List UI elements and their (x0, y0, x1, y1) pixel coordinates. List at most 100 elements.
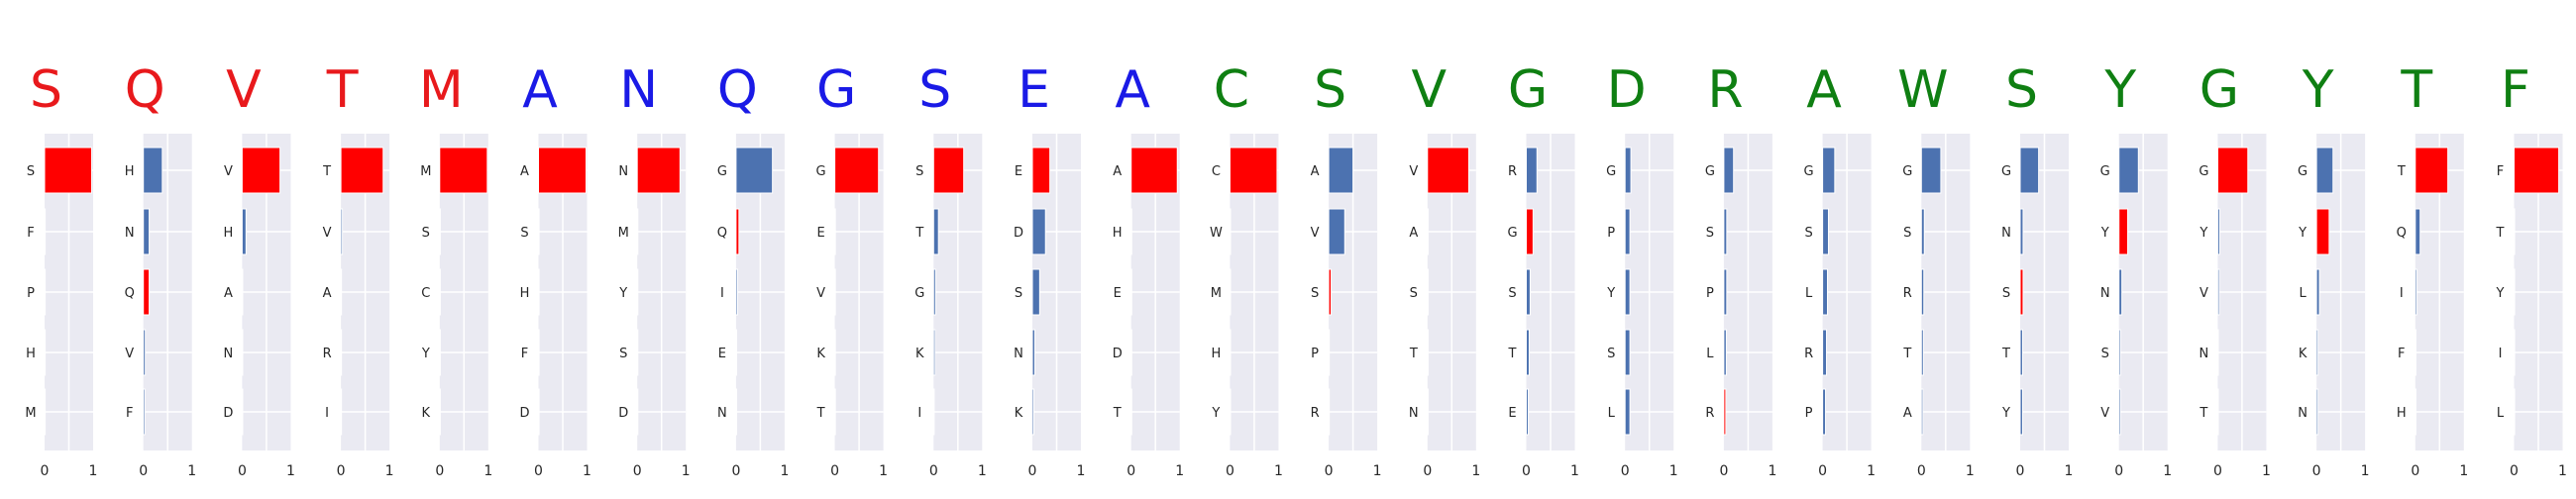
candidate-label: P (1805, 406, 1813, 421)
candidate-label: L (1706, 347, 1714, 361)
candidate-label: Y (2496, 286, 2505, 301)
residue-letter: S (30, 60, 62, 120)
x-tick-label: 1 (1768, 463, 1776, 479)
residue-panel: M M S C Y K 0 1 (419, 60, 492, 479)
probability-bar (1822, 329, 1828, 376)
probability-bar (340, 329, 343, 376)
x-tick-label: 0 (238, 463, 247, 479)
x-tick-label: 1 (1669, 463, 1678, 479)
candidate-label: V (2200, 286, 2208, 301)
probability-bar (932, 388, 935, 436)
probability-bar (1526, 388, 1529, 436)
candidate-label: V (224, 164, 233, 179)
candidate-label: G (816, 164, 826, 179)
probability-bar (735, 388, 738, 436)
probability-bar (2514, 329, 2516, 376)
candidate-label: T (1113, 406, 1122, 421)
candidate-label: S (422, 226, 430, 241)
probability-bar (439, 268, 441, 316)
candidate-label: K (915, 347, 924, 361)
candidate-label: S (915, 164, 923, 179)
candidate-label: K (1015, 406, 1023, 421)
probability-bar (44, 329, 47, 376)
probability-bar (2315, 329, 2319, 376)
candidate-label: S (2101, 347, 2109, 361)
x-tick-label: 0 (2312, 463, 2321, 479)
candidate-label: I (2499, 347, 2503, 361)
candidate-label: T (816, 406, 825, 421)
candidate-label: F (521, 347, 528, 361)
candidate-label: L (2299, 286, 2307, 301)
probability-bar (1526, 268, 1531, 316)
probability-bar (735, 147, 774, 194)
probability-bar (1229, 329, 1232, 376)
candidate-label: G (1705, 164, 1715, 179)
probability-bar (44, 147, 93, 194)
candidate-label: A (520, 164, 529, 179)
residue-letter: S (1314, 60, 1346, 120)
residue-letter: V (226, 60, 262, 120)
candidate-label: N (2001, 226, 2011, 241)
x-tick-label: 0 (1127, 463, 1135, 479)
candidate-label: F (2497, 164, 2504, 179)
candidate-label: P (1311, 347, 1319, 361)
candidate-label: V (323, 226, 332, 241)
candidate-label: Y (2100, 226, 2109, 241)
probability-bar (241, 147, 281, 194)
residue-panel: V V H A N D 0 1 (223, 60, 294, 479)
probability-bar (538, 147, 588, 194)
probability-bar (2216, 268, 2220, 316)
probability-bar (1229, 147, 1278, 194)
probability-bar (439, 147, 488, 194)
probability-bar (538, 329, 540, 376)
candidate-label: T (2001, 347, 2010, 361)
probability-bar (1624, 388, 1631, 436)
candidate-label: L (2497, 406, 2505, 421)
probability-bar (2216, 147, 2249, 194)
candidate-label: N (2298, 406, 2308, 421)
candidate-label: Q (125, 286, 135, 301)
residue-letter: Q (125, 60, 165, 120)
probability-bar (538, 208, 540, 255)
candidate-label: Y (1606, 286, 1615, 301)
probability-bar (1920, 329, 1924, 376)
probability-bar (1229, 268, 1232, 316)
residue-panel: T T Q I F H 0 1 (2397, 60, 2469, 479)
probability-bar (1526, 147, 1538, 194)
probability-bar (636, 388, 639, 436)
probability-bar (1328, 268, 1333, 316)
x-tick-label: 0 (1423, 463, 1432, 479)
candidate-label: S (1903, 226, 1911, 241)
probability-bar (834, 147, 880, 194)
probability-bar (241, 268, 244, 316)
probability-bar (2118, 268, 2123, 316)
probability-bar (2118, 147, 2139, 194)
candidate-label: A (224, 286, 233, 301)
residue-panel: A A H E D T 0 1 (1113, 60, 1184, 479)
probability-bar (2216, 329, 2219, 376)
candidate-label: E (718, 347, 726, 361)
x-tick-label: 1 (1274, 463, 1283, 479)
x-tick-label: 0 (534, 463, 543, 479)
residue-letter: S (918, 60, 951, 120)
candidate-label: S (1706, 226, 1714, 241)
candidate-label: P (1607, 226, 1615, 241)
probability-bar (1920, 208, 1925, 255)
probability-bar (2415, 147, 2449, 194)
candidate-label: T (914, 226, 923, 241)
probability-bar (44, 388, 47, 436)
candidate-label: K (422, 406, 431, 421)
candidate-label: D (1113, 347, 1123, 361)
x-tick-label: 0 (41, 463, 50, 479)
probability-bar (143, 329, 147, 376)
candidate-label: S (520, 226, 528, 241)
probability-bar (44, 268, 47, 316)
probability-bar (932, 268, 936, 316)
candidate-label: S (1015, 286, 1022, 301)
candidate-label: N (717, 406, 727, 421)
probability-bar (143, 268, 151, 316)
probability-bar (1723, 268, 1728, 316)
x-tick-label: 0 (2411, 463, 2419, 479)
probability-bar (2315, 268, 2320, 316)
probability-bar (2019, 208, 2024, 255)
